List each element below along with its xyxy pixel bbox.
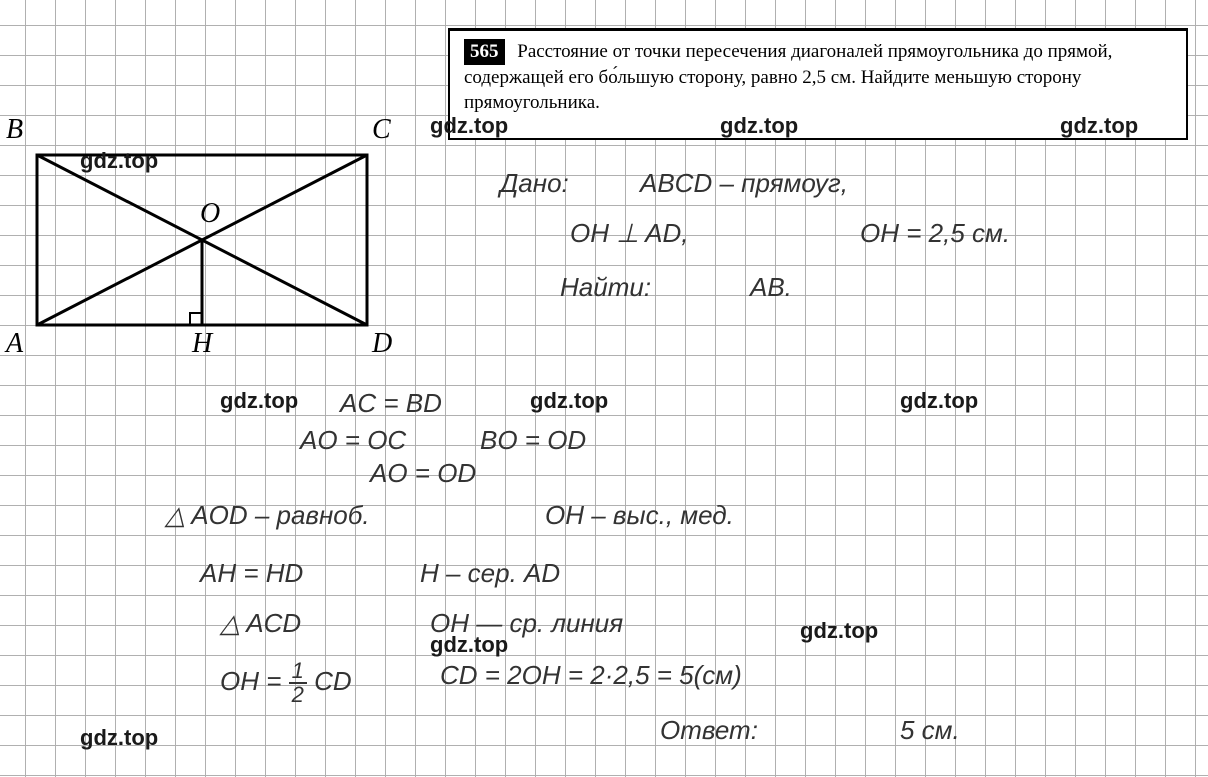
problem-text: Расстояние от точки пересечения диагонал… xyxy=(464,41,1112,113)
l7a-num: 1 xyxy=(289,660,307,684)
watermark-9: gdz.top xyxy=(800,618,878,644)
l7a-post: CD xyxy=(314,666,352,696)
sol-l1: AC = BD xyxy=(340,388,442,419)
label-A: A xyxy=(6,328,23,360)
watermark-6: gdz.top xyxy=(530,388,608,414)
problem-number: 565 xyxy=(464,39,505,65)
l7a-pre: OH = xyxy=(220,666,289,696)
label-B: B xyxy=(6,114,23,146)
rectangle-diagram: B C A D O H xyxy=(32,150,372,340)
sol-l5b: H – сер. AD xyxy=(420,558,560,589)
answer-label: Ответ: xyxy=(660,715,758,746)
answer-value: 5 см. xyxy=(900,715,960,746)
sol-l3: AO = OD xyxy=(370,458,476,489)
label-H: H xyxy=(192,328,212,360)
watermark-7: gdz.top xyxy=(900,388,978,414)
find-heading: Найти: xyxy=(560,272,651,303)
sol-l2b: BO = OD xyxy=(480,425,586,456)
watermark-10: gdz.top xyxy=(80,725,158,751)
l7a-frac: 1 2 xyxy=(289,660,307,706)
watermark-3: gdz.top xyxy=(720,113,798,139)
given-line1: ABCD – прямоуг, xyxy=(640,168,848,199)
find-value: AB. xyxy=(750,272,792,303)
watermark-1: gdz.top xyxy=(80,148,158,174)
sol-l6a: △ ACD xyxy=(220,608,301,639)
l7a-den: 2 xyxy=(289,684,307,706)
label-D: D xyxy=(372,328,392,360)
label-C: C xyxy=(372,114,391,146)
given-line2a: OH ⊥ AD, xyxy=(570,218,688,249)
watermark-4: gdz.top xyxy=(1060,113,1138,139)
sol-l7b: CD = 2OH = 2·2,5 = 5(см) xyxy=(440,660,742,691)
sol-l5a: AH = HD xyxy=(200,558,303,589)
given-line2b: OH = 2,5 см. xyxy=(860,218,1010,249)
given-heading: Дано: xyxy=(500,168,569,199)
watermark-5: gdz.top xyxy=(220,388,298,414)
sol-l2a: AO = OC xyxy=(300,425,406,456)
label-O: O xyxy=(200,198,220,230)
watermark-8: gdz.top xyxy=(430,632,508,658)
sol-l4b: OH – выс., мед. xyxy=(545,500,734,531)
sol-l4a: △ AOD – равноб. xyxy=(165,500,370,531)
watermark-2: gdz.top xyxy=(430,113,508,139)
sol-l7a: OH = 1 2 CD xyxy=(220,660,352,706)
diagram-svg xyxy=(32,150,372,340)
